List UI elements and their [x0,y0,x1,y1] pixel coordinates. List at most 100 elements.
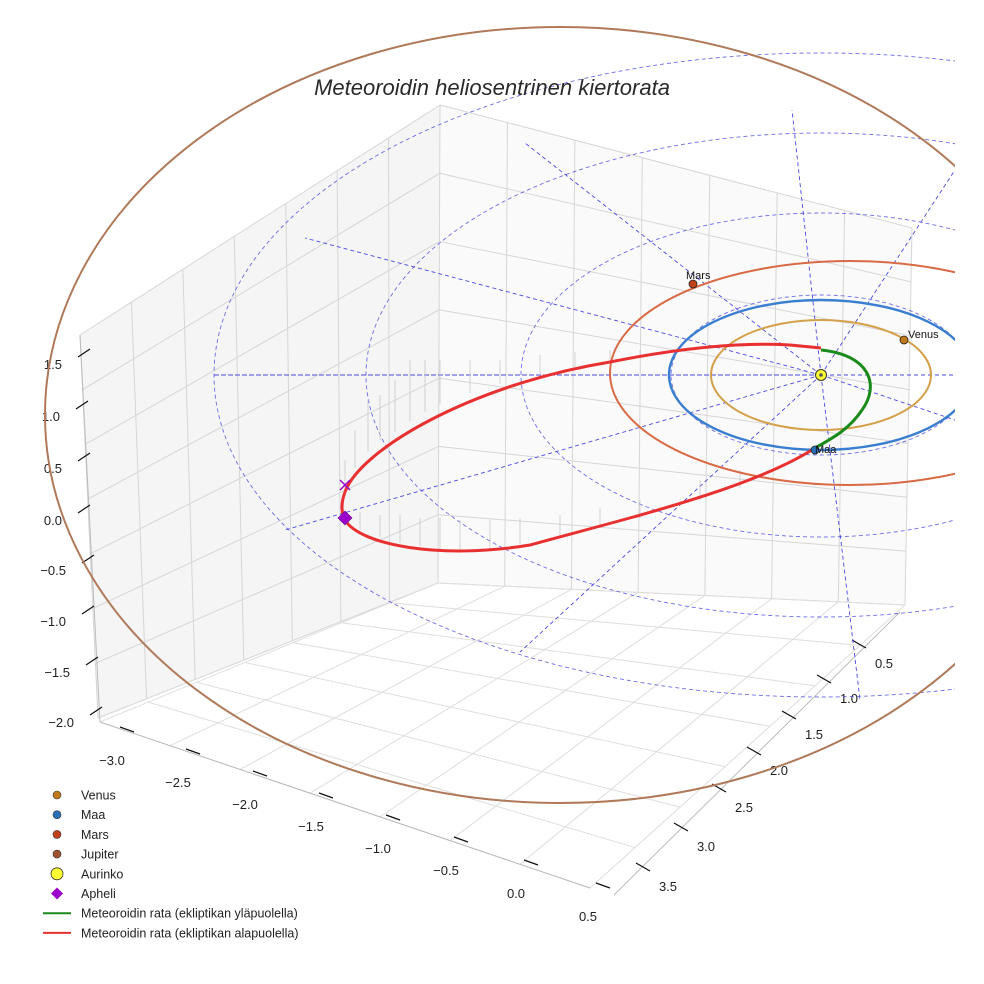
jupiter-orbit [44,26,955,804]
grid-line [99,582,439,723]
z-tick-mark [77,452,91,462]
legend-entry: Mars [52,828,109,842]
x-tick-mark [595,882,611,889]
legend-marker [51,887,63,900]
mars-marker [688,279,698,289]
venus-orbit [710,319,932,431]
legend-entry: Jupiter [52,848,119,862]
grid-line [244,661,726,768]
y-axis-ticks: 0.51.01.52.02.53.03.5 [635,639,893,894]
x-tick-label: −3.0 [99,753,125,768]
x-tick-label: −2.0 [232,797,258,812]
grid-line [379,595,706,818]
grid-line [904,227,913,606]
y-tick-label: 1.0 [840,691,858,706]
x-tick-label: 0.5 [579,909,597,924]
grid-line [148,701,636,849]
y-tick-label: 3.5 [659,879,677,894]
grid-line [570,140,576,590]
grid-line [449,598,772,841]
grid-line [130,302,148,699]
legend-label: Meteoroidin rata (ekliptikan alapuolella… [81,926,298,940]
grid-line [92,445,439,610]
legend-label: Apheli [81,887,116,901]
axis-panes [80,105,912,718]
x-tick-mark [252,770,268,777]
legend-marker [52,790,62,800]
trajectory-above [814,348,872,450]
grid-line [389,602,861,646]
y-tick-mark [851,639,867,649]
legend-entry: Meteoroidin rata (ekliptikan yläpuolella… [43,907,298,921]
z-tick-mark [77,504,91,514]
grid-line [439,172,912,283]
x-tick-mark [185,748,201,755]
grid-line [196,681,681,808]
trajectory-below-upper-arc [343,342,791,493]
x-tick-label: −1.5 [298,819,324,834]
reference-ring [670,294,955,456]
x-tick-mark [523,859,539,866]
legend-entry: Venus [52,789,116,803]
grid-line [637,157,643,593]
y-tick-label: 0.5 [875,656,893,671]
legend-label: Aurinko [81,867,123,881]
grid-line [438,445,908,498]
grid-line [239,588,572,770]
aphelion-x-marker [339,479,351,491]
grid-line [233,236,245,661]
y-tick-label: 3.0 [697,839,715,854]
earth-orbit [667,298,955,452]
reference-spoke [304,237,822,376]
legend-entry: Aurinko [50,867,123,881]
z-tick-mark [85,656,99,666]
venus-marker [899,335,909,345]
z-tick-label: −2.0 [48,715,74,730]
back-left-pane [80,105,440,718]
mars-orbit [609,260,955,486]
axis-edge [613,611,901,896]
reference-spoke [820,374,955,421]
legend-entry: Meteoroidin rata (ekliptikan alapuolella… [43,926,298,940]
x-tick-label: −1.0 [365,841,391,856]
grid-line [82,172,440,391]
grid-line [84,241,440,445]
x-tick-mark [385,814,401,821]
legend-label: Jupiter [81,848,119,862]
grid-line [438,514,907,552]
grid-line [439,104,913,229]
legend: Venus Maa Mars Jupiter Aurinko Apheli Meteoroi… [43,789,298,940]
legend-entry: Maa [52,808,105,822]
grid-line [336,170,342,622]
x-tick-label: −2.5 [165,775,191,790]
grid-line [589,604,906,889]
legend-marker [50,867,64,881]
grid-lines [79,104,913,896]
z-tick-label: −0.5 [40,563,66,578]
y-tick-mark [746,746,762,756]
legend-entry: Apheli [51,887,116,901]
grid-line [182,269,196,680]
z-tick-label: 1.5 [44,357,62,372]
z-tick-label: 0.5 [44,461,62,476]
grid-line [438,377,909,444]
grid-line [87,309,440,500]
reference-spoke [820,374,861,701]
grid-line [79,104,441,336]
reference-spokes [214,109,955,701]
grid-line [704,175,711,596]
x-tick-mark [453,836,469,843]
grid-line [309,592,639,794]
y-tick-mark [816,674,832,684]
grid-line [169,585,505,747]
x-tick-mark [318,792,334,799]
planet-orbits [44,26,955,804]
z-tick-mark [77,348,91,358]
z-tick-label: −1.0 [40,614,66,629]
reference-spoke [820,169,955,376]
earth-marker [810,445,820,455]
grid-line [504,122,508,587]
grid-line [437,582,906,606]
grid-line [519,601,839,865]
